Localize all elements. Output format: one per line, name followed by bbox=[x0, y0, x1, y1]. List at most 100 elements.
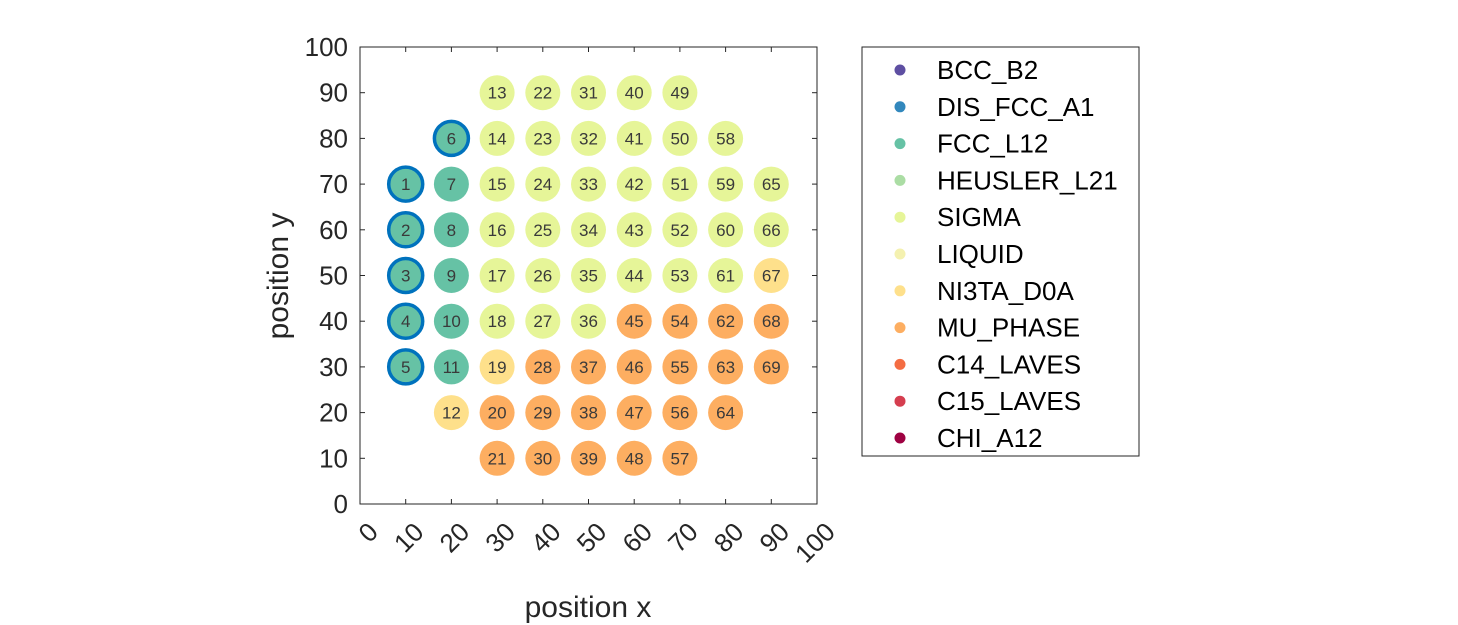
point-label: 1 bbox=[401, 175, 410, 194]
data-point-36: 36 bbox=[571, 303, 606, 339]
point-label: 37 bbox=[579, 358, 598, 377]
data-point-30: 30 bbox=[525, 440, 561, 476]
data-point-11: 11 bbox=[433, 349, 469, 385]
point-marker bbox=[571, 349, 606, 385]
data-point-54: 54 bbox=[662, 303, 698, 339]
legend-label: SIGMA bbox=[937, 202, 1021, 232]
data-point-34: 34 bbox=[571, 212, 606, 248]
data-point-60: 60 bbox=[708, 212, 744, 248]
point-marker bbox=[662, 440, 698, 476]
data-point-39: 39 bbox=[571, 440, 606, 476]
point-label: 41 bbox=[625, 129, 644, 148]
point-label: 24 bbox=[533, 175, 552, 194]
legend-item: MU_PHASE bbox=[894, 313, 1080, 343]
point-label: 16 bbox=[488, 221, 507, 240]
point-label: 10 bbox=[442, 312, 461, 331]
data-point-49: 49 bbox=[662, 75, 698, 111]
point-marker bbox=[525, 120, 561, 156]
point-label: 50 bbox=[670, 129, 689, 148]
legend-item: NI3TA_D0A bbox=[894, 276, 1074, 306]
point-label: 9 bbox=[447, 267, 456, 286]
point-marker bbox=[708, 395, 744, 431]
data-point-56: 56 bbox=[662, 395, 698, 431]
legend-marker bbox=[894, 285, 906, 297]
point-marker bbox=[525, 395, 561, 431]
data-point-38: 38 bbox=[571, 395, 606, 431]
data-point-3: 3 bbox=[386, 256, 425, 295]
y-tick-label: 40 bbox=[319, 306, 348, 336]
point-label: 29 bbox=[533, 404, 552, 423]
point-label: 26 bbox=[533, 267, 552, 286]
y-tick-label: 30 bbox=[319, 352, 348, 382]
data-point-18: 18 bbox=[479, 303, 515, 339]
point-label: 18 bbox=[488, 312, 507, 331]
point-label: 40 bbox=[625, 84, 644, 103]
point-label: 55 bbox=[670, 358, 689, 377]
data-point-29: 29 bbox=[525, 395, 561, 431]
data-point-57: 57 bbox=[662, 440, 698, 476]
data-point-69: 69 bbox=[753, 349, 789, 385]
legend-marker bbox=[894, 138, 906, 150]
point-marker bbox=[386, 165, 425, 203]
point-marker bbox=[753, 258, 789, 293]
point-label: 30 bbox=[533, 449, 552, 468]
point-marker bbox=[708, 258, 744, 293]
point-label: 54 bbox=[670, 312, 689, 331]
point-marker bbox=[479, 440, 515, 476]
point-label: 22 bbox=[533, 84, 552, 103]
point-label: 14 bbox=[488, 129, 507, 148]
point-marker bbox=[571, 395, 606, 431]
point-marker bbox=[571, 258, 606, 293]
point-label: 65 bbox=[762, 175, 781, 194]
data-point-4: 4 bbox=[386, 302, 425, 340]
point-marker bbox=[662, 303, 698, 339]
legend-box bbox=[861, 46, 1140, 457]
point-marker bbox=[433, 303, 469, 339]
point-label: 60 bbox=[716, 221, 735, 240]
point-marker bbox=[479, 120, 515, 156]
point-marker bbox=[662, 258, 698, 293]
legend-item: CHI_A12 bbox=[894, 423, 1043, 453]
data-point-13: 13 bbox=[479, 75, 515, 111]
point-marker bbox=[479, 395, 515, 431]
point-marker bbox=[753, 166, 789, 202]
point-label: 3 bbox=[401, 267, 410, 286]
point-marker bbox=[616, 212, 652, 248]
data-point-10: 10 bbox=[433, 303, 469, 339]
data-point-24: 24 bbox=[525, 166, 561, 202]
point-marker bbox=[432, 119, 471, 158]
point-marker bbox=[433, 395, 469, 431]
data-point-21: 21 bbox=[479, 440, 515, 476]
point-marker bbox=[479, 212, 515, 248]
legend: BCC_B2 DIS_FCC_A1 FCC_L12 HEUSLER_L21 SIGMA L… bbox=[861, 46, 1140, 457]
point-label: 67 bbox=[762, 267, 781, 286]
data-point-51: 51 bbox=[662, 166, 698, 202]
point-label: 27 bbox=[533, 312, 552, 331]
point-label: 38 bbox=[579, 404, 598, 423]
data-point-59: 59 bbox=[708, 166, 744, 202]
data-point-52: 52 bbox=[662, 212, 698, 248]
point-label: 45 bbox=[625, 312, 644, 331]
data-point-35: 35 bbox=[571, 258, 606, 293]
data-point-50: 50 bbox=[662, 120, 698, 156]
data-point-25: 25 bbox=[525, 212, 561, 248]
point-label: 4 bbox=[401, 312, 410, 331]
point-label: 12 bbox=[442, 404, 461, 423]
data-point-62: 62 bbox=[708, 303, 744, 339]
legend-marker bbox=[894, 358, 906, 370]
point-marker bbox=[708, 212, 744, 248]
point-label: 52 bbox=[670, 221, 689, 240]
point-marker bbox=[525, 166, 561, 202]
y-tick-label: 20 bbox=[319, 398, 348, 428]
point-marker bbox=[753, 349, 789, 385]
legend-label: HEUSLER_L21 bbox=[937, 165, 1118, 195]
point-label: 23 bbox=[533, 129, 552, 148]
data-point-7: 7 bbox=[433, 166, 469, 202]
legend-marker bbox=[894, 395, 906, 407]
legend-marker bbox=[894, 174, 906, 186]
point-marker bbox=[479, 75, 515, 111]
data-point-66: 66 bbox=[753, 212, 789, 248]
data-point-46: 46 bbox=[616, 349, 652, 385]
point-marker bbox=[662, 120, 698, 156]
data-point-14: 14 bbox=[479, 120, 515, 156]
